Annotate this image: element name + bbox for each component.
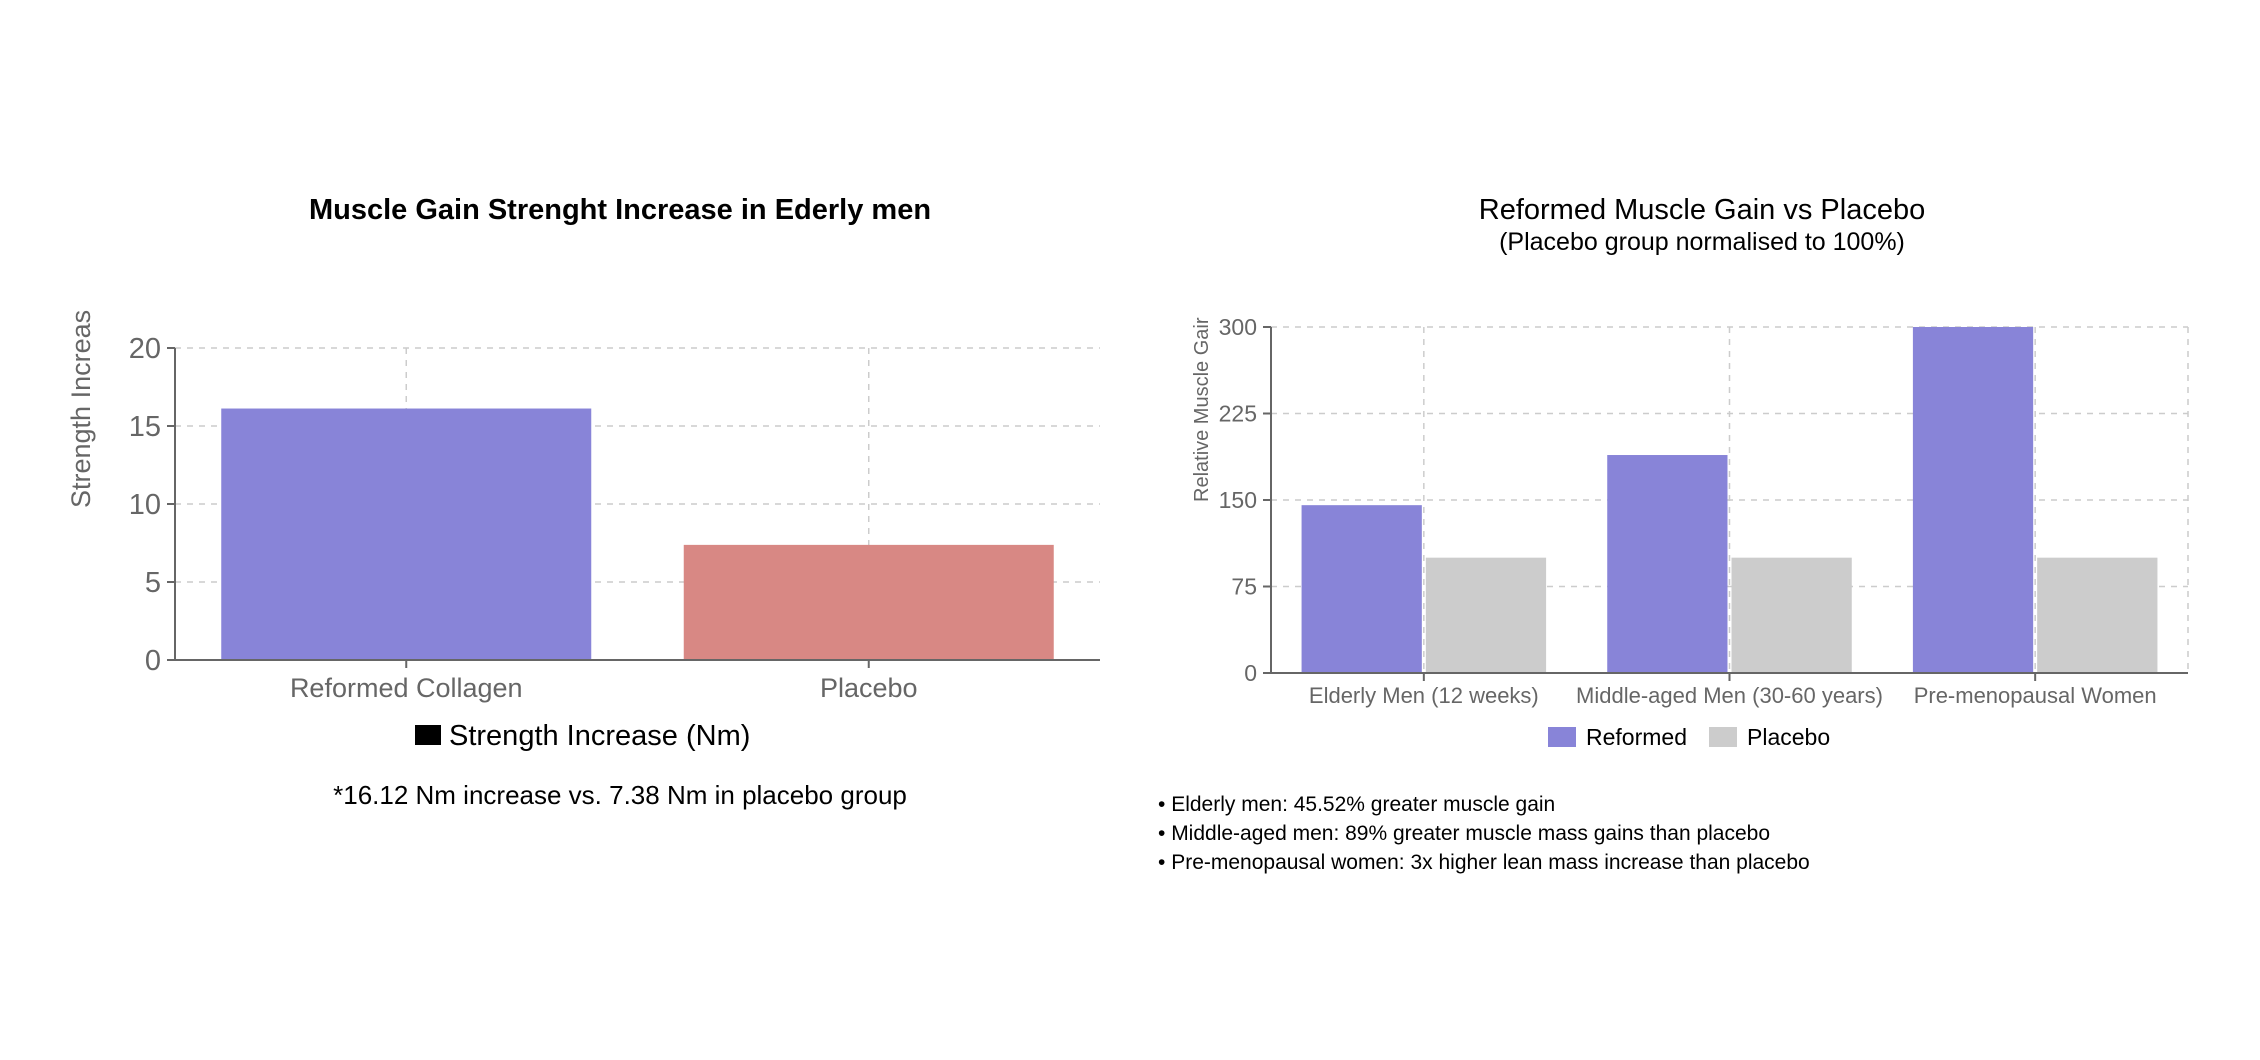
- y-axis-label-group: Strength Increas: [66, 310, 96, 508]
- left-chart-panel: Muscle Gain Strenght Increase in Ederly …: [66, 194, 1100, 810]
- legend-label: Strength Increase (Nm): [449, 720, 750, 752]
- y-tick-label: 300: [1219, 314, 1257, 340]
- legend-swatch: [415, 725, 441, 745]
- y-tick-label: 225: [1219, 401, 1257, 427]
- bar-placebo: [1731, 557, 1852, 673]
- left-chart-footnote: *16.12 Nm increase vs. 7.38 Nm in placeb…: [333, 780, 907, 810]
- legend-label-reformed: Reformed: [1586, 724, 1687, 750]
- legend-swatch-reformed: [1548, 727, 1576, 747]
- right-chart-title: Reformed Muscle Gain vs Placebo: [1478, 194, 1926, 226]
- x-tick-label: Elderly Men (12 weeks): [1309, 683, 1539, 708]
- bar-reformed: [1301, 505, 1422, 673]
- y-axis-label-group: Relative Muscle Gair: [1191, 317, 1213, 502]
- right-chart-subtitle: (Placebo group normalised to 100%): [1499, 228, 1905, 256]
- y-axis-label: Relative Muscle Gair: [1191, 317, 1213, 502]
- right-grouped-bar-chart: 0 75 150 225 300 Elderly Men (12 weeks) Middle…: [1191, 314, 2189, 750]
- bar-reformed: [1912, 327, 2034, 673]
- y-tick-label: 0: [145, 645, 161, 677]
- note-item: Pre-menopausal women: 3x higher lean mas…: [1158, 848, 1810, 877]
- right-chart-notes: Elderly men: 45.52% greater muscle gain …: [1158, 790, 1810, 877]
- x-tick-label: Placebo: [820, 673, 918, 703]
- bar-reformed-collagen: [221, 408, 592, 660]
- x-tick-label: Middle-aged Men (30-60 years): [1576, 683, 1883, 708]
- y-tick-label: 150: [1219, 487, 1257, 513]
- left-bar-chart: 0 5 10 15 20 Reformed Collagen Placebo Strength…: [66, 310, 1100, 752]
- y-tick-label: 20: [129, 333, 161, 365]
- x-tick-label: Reformed Collagen: [290, 673, 523, 703]
- bar-placebo: [2037, 557, 2158, 673]
- legend-swatch-placebo: [1709, 727, 1737, 747]
- left-chart-title: Muscle Gain Strenght Increase in Ederly …: [308, 194, 932, 226]
- bar-reformed: [1607, 455, 1728, 673]
- y-tick-label: 10: [129, 489, 161, 521]
- y-tick-label: 0: [1244, 660, 1257, 686]
- right-chart-panel: Reformed Muscle Gain vs Placebo (Placebo…: [1130, 0, 2260, 1060]
- x-tick-label: Pre-menopausal Women: [1914, 683, 2157, 708]
- note-item: Elderly men: 45.52% greater muscle gain: [1158, 790, 1810, 819]
- note-item: Middle-aged men: 89% greater muscle mass…: [1158, 819, 1810, 848]
- y-axis-label: Strength Increas: [66, 310, 96, 508]
- y-tick-label: 75: [1231, 574, 1257, 600]
- bar-placebo: [1425, 557, 1547, 673]
- bar-placebo: [683, 544, 1054, 660]
- y-tick-label: 5: [145, 567, 161, 599]
- legend-label-placebo: Placebo: [1747, 724, 1830, 750]
- y-tick-label: 15: [129, 411, 161, 443]
